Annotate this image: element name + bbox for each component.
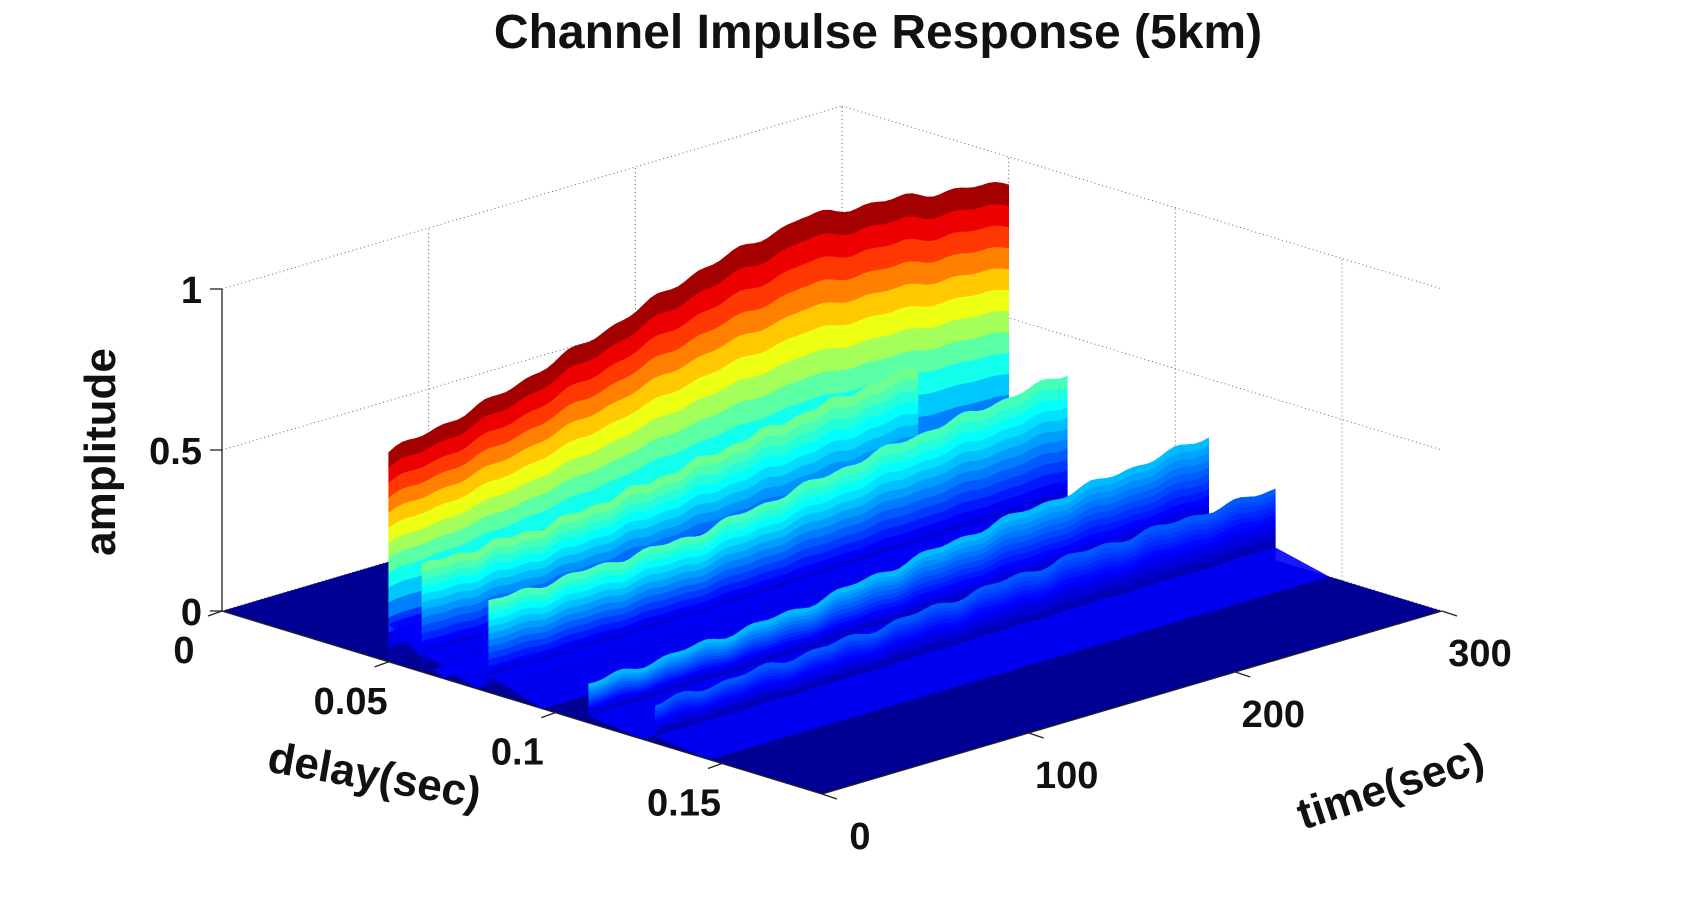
axis-layer: 0 0.5 1 0 0.05 0.1 0.15 0 100 200 300 xyxy=(149,270,1512,858)
ridge-3-band-13 xyxy=(588,437,1209,688)
z-axis-label: amplitude xyxy=(76,348,125,556)
x-tick-label-2: 0.1 xyxy=(491,732,544,774)
x-tick-label-0: 0 xyxy=(173,630,194,672)
y-axis-line xyxy=(821,610,1443,795)
y-axis-label: time(sec) xyxy=(1291,733,1490,839)
y-tick-label-0: 0 xyxy=(849,816,870,858)
grid-line-amp-right-2 xyxy=(841,105,1443,290)
ridge-2-band-13 xyxy=(488,375,1068,608)
x-tick-label-3: 0.15 xyxy=(647,783,721,825)
x-tick-mark-3 xyxy=(707,762,723,770)
chart-title: Channel Impulse Response (5km) xyxy=(494,6,1262,59)
z-tick-label-1: 0.5 xyxy=(149,431,202,473)
x-axis-label: delay(sec) xyxy=(264,733,484,819)
x-tick-label-1: 0.05 xyxy=(314,681,388,723)
ridge-0-band-13 xyxy=(388,181,1010,469)
z-tick-label-2: 1 xyxy=(181,270,202,312)
y-tick-mark-1 xyxy=(1028,732,1044,739)
surface-layer xyxy=(222,181,1442,794)
ridge-1-band-13 xyxy=(421,367,919,573)
ridge-4-slope xyxy=(655,547,1330,760)
y-tick-mark-2 xyxy=(1235,671,1251,678)
y-tick-mark-3 xyxy=(1441,610,1458,617)
y-tick-label-1: 100 xyxy=(1035,755,1098,797)
y-tick-label-2: 200 xyxy=(1242,694,1305,736)
y-tick-label-3: 300 xyxy=(1448,633,1511,675)
ridge-4-band-13 xyxy=(654,488,1276,710)
x-tick-mark-1 xyxy=(374,661,389,668)
x-tick-mark-2 xyxy=(541,712,556,719)
z-tick-label-0: 0 xyxy=(181,592,202,634)
x-tick-mark-0 xyxy=(207,610,223,617)
y-tick-mark-0 xyxy=(821,793,838,800)
